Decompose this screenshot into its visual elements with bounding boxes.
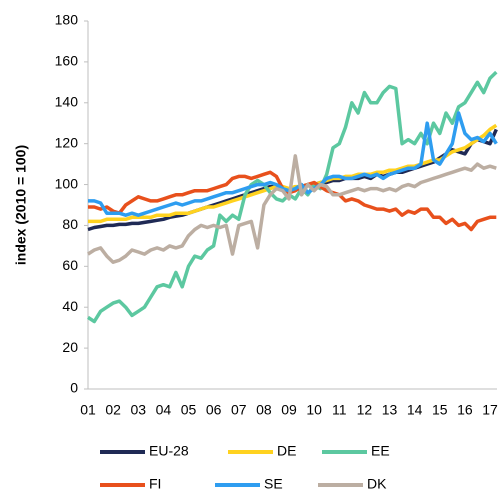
series-line <box>87 70 498 324</box>
y-tick-label: 180 <box>55 12 79 28</box>
x-tick-label: 03 <box>130 402 146 418</box>
legend-label: DE <box>277 443 296 459</box>
x-tick-label: 14 <box>407 402 423 418</box>
y-tick-label: 20 <box>62 339 78 355</box>
x-tick-label: 13 <box>382 402 398 418</box>
y-tick-label: 120 <box>55 134 79 150</box>
x-tick-label: 12 <box>357 402 373 418</box>
x-tick-label: 11 <box>332 402 347 418</box>
y-tick-label: 100 <box>55 175 79 191</box>
y-tick-label: 0 <box>70 380 78 396</box>
x-tick-label: 02 <box>105 402 121 418</box>
y-tick-label: 60 <box>62 257 78 273</box>
x-tick-label: 04 <box>156 402 172 418</box>
x-tick-label: 07 <box>231 402 247 418</box>
x-tick-label: 08 <box>256 402 272 418</box>
x-tick-label: 05 <box>181 402 197 418</box>
x-tick-label: 01 <box>80 402 96 418</box>
x-tick-label: 06 <box>206 402 222 418</box>
legend-label: SE <box>264 476 283 492</box>
y-axis-label: index (2010 = 100) <box>13 145 29 265</box>
legend-label: FI <box>149 476 161 492</box>
x-tick-label: 16 <box>457 402 473 418</box>
series-line <box>87 154 497 264</box>
series-line <box>88 111 498 217</box>
x-tick-label: 09 <box>281 402 297 418</box>
y-tick-label: 80 <box>62 216 78 232</box>
x-tick-label: 10 <box>306 402 322 418</box>
x-tick-label: 17 <box>482 402 498 418</box>
x-tick-label: 15 <box>432 402 448 418</box>
legend-label: DK <box>367 476 387 492</box>
y-tick-label: 140 <box>55 93 79 109</box>
legend-label: EU-28 <box>149 443 189 459</box>
series-line <box>88 170 497 232</box>
y-tick-label: 160 <box>55 53 79 69</box>
legend-label: EE <box>371 443 390 459</box>
y-tick-label: 40 <box>62 298 78 314</box>
